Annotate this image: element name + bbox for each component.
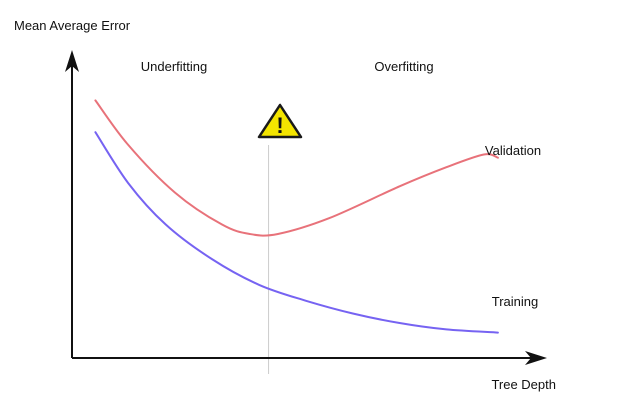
training-curve (94, 131, 499, 334)
underfitting-label: Underfitting (141, 59, 207, 74)
x-axis-label: Tree Depth (491, 377, 556, 392)
y-axis (65, 50, 79, 358)
y-axis-label: Mean Average Error (14, 18, 131, 33)
x-axis (72, 351, 547, 365)
overfitting-label: Overfitting (374, 59, 433, 74)
validation-label: Validation (485, 143, 541, 158)
warning-triangle-icon: ! (257, 103, 303, 139)
warning-symbol: ! (276, 113, 283, 138)
validation-curve (94, 99, 499, 237)
training-label: Training (492, 294, 538, 309)
